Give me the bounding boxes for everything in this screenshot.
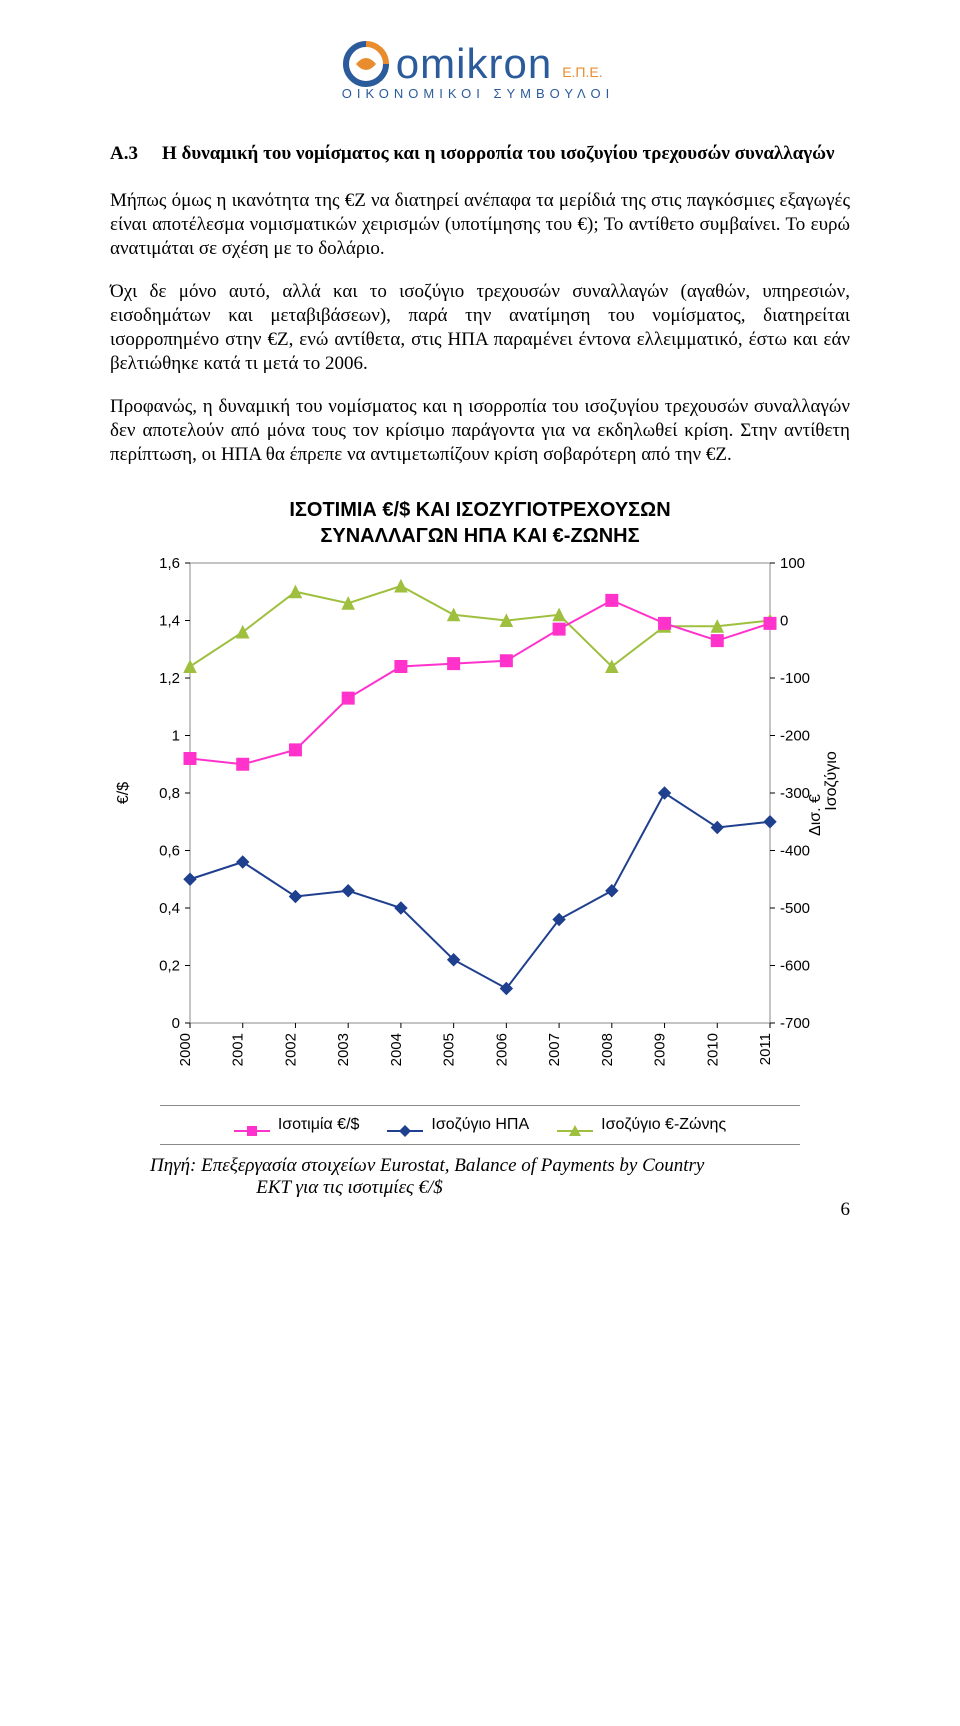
legend-item-ez: Ισοζύγιο €-Ζώνης bbox=[557, 1116, 726, 1134]
paragraph-1: Μήπως όμως η ικανότητα της €Ζ να διατηρε… bbox=[110, 189, 850, 260]
chart-source: Πηγή: Επεξεργασία στοιχείων Eurostat, Ba… bbox=[150, 1155, 850, 1199]
line-chart: 0 0,2 0,4 0,6 0,8 1 1,2 1,4 1,6 100 0 -100 -200 -300 -… bbox=[110, 553, 850, 1093]
legend-label-rate: Ισοτιμία €/$ bbox=[278, 1116, 360, 1134]
source-label: Πηγή: bbox=[150, 1155, 196, 1176]
svg-text:2010: 2010 bbox=[704, 1033, 721, 1066]
svg-text:0: 0 bbox=[780, 612, 788, 629]
svg-text:1: 1 bbox=[172, 727, 180, 744]
svg-text:1,2: 1,2 bbox=[159, 670, 180, 687]
svg-text:2006: 2006 bbox=[493, 1033, 510, 1066]
svg-text:-400: -400 bbox=[780, 842, 810, 859]
logo-suffix: Ε.Π.Ε. bbox=[562, 64, 602, 80]
paragraph-2: Όχι δε μόνο αυτό, αλλά και το ισοζύγιο τ… bbox=[110, 280, 850, 375]
chart-title-line1: ΙΣΟΤΙΜΙΑ €/$ ΚΑΙ ΙΣΟΖΥΓΙΟΤΡΕΧΟΥΣΩΝ bbox=[289, 499, 670, 521]
svg-text:Δισ. €: Δισ. € bbox=[807, 793, 824, 835]
svg-text:-700: -700 bbox=[780, 1015, 810, 1032]
svg-text:2011: 2011 bbox=[757, 1033, 774, 1065]
svg-text:0,4: 0,4 bbox=[159, 900, 180, 917]
chart-title-line2: ΣΥΝΑΛΛΑΓΩΝ ΗΠΑ ΚΑΙ €-ΖΩΝΗΣ bbox=[320, 525, 639, 547]
svg-text:-200: -200 bbox=[780, 727, 810, 744]
svg-text:-500: -500 bbox=[780, 900, 810, 917]
legend-label-ez: Ισοζύγιο €-Ζώνης bbox=[601, 1116, 726, 1134]
svg-text:1,6: 1,6 bbox=[159, 555, 180, 572]
chart-container: ΙΣΟΤΙΜΙΑ €/$ ΚΑΙ ΙΣΟΖΥΓΙΟΤΡΕΧΟΥΣΩΝ ΣΥΝΑΛ… bbox=[110, 497, 850, 1145]
paragraph-3: Προφανώς, η δυναμική του νομίσματος και … bbox=[110, 395, 850, 466]
svg-text:0: 0 bbox=[172, 1015, 180, 1032]
svg-text:2002: 2002 bbox=[282, 1033, 299, 1066]
svg-text:2008: 2008 bbox=[599, 1033, 616, 1066]
legend-label-usa: Ισοζύγιο ΗΠΑ bbox=[431, 1116, 529, 1134]
svg-text:Ισοζύγιο: Ισοζύγιο bbox=[823, 751, 840, 811]
svg-text:-100: -100 bbox=[780, 670, 810, 687]
logo-subtitle: ΟΙΚΟΝΟΜΙΚΟΙ ΣΥΜΒΟΥΛΟΙ bbox=[342, 86, 614, 101]
svg-text:0,6: 0,6 bbox=[159, 842, 180, 859]
chart-legend: Ισοτιμία €/$ Ισοζύγιο ΗΠΑ Ισοζύγιο €-Ζών… bbox=[160, 1105, 800, 1145]
svg-text:2005: 2005 bbox=[441, 1033, 458, 1066]
document-page: omikron Ε.Π.Ε. ΟΙΚΟΝΟΜΙΚΟΙ ΣΥΜΒΟΥΛΟΙ Α.3… bbox=[0, 0, 960, 1239]
section-heading: Α.3 Η δυναμική του νομίσματος και η ισορ… bbox=[110, 143, 850, 165]
svg-text:2007: 2007 bbox=[546, 1033, 563, 1066]
svg-text:-600: -600 bbox=[780, 957, 810, 974]
svg-text:2009: 2009 bbox=[652, 1033, 669, 1066]
svg-text:-300: -300 bbox=[780, 785, 810, 802]
page-number: 6 bbox=[841, 1199, 851, 1221]
chart-title: ΙΣΟΤΙΜΙΑ €/$ ΚΑΙ ΙΣΟΖΥΓΙΟΤΡΕΧΟΥΣΩΝ ΣΥΝΑΛ… bbox=[110, 497, 850, 549]
legend-item-usa: Ισοζύγιο ΗΠΑ bbox=[387, 1116, 529, 1134]
svg-text:2003: 2003 bbox=[335, 1033, 352, 1066]
svg-text:2000: 2000 bbox=[177, 1033, 194, 1066]
logo-block: omikron Ε.Π.Ε. ΟΙΚΟΝΟΜΙΚΟΙ ΣΥΜΒΟΥΛΟΙ bbox=[110, 40, 850, 103]
svg-text:€/$: €/$ bbox=[115, 781, 132, 803]
svg-text:0,8: 0,8 bbox=[159, 785, 180, 802]
svg-text:1,4: 1,4 bbox=[159, 612, 180, 629]
svg-text:0,2: 0,2 bbox=[159, 957, 180, 974]
svg-text:2004: 2004 bbox=[388, 1033, 405, 1066]
section-title: Η δυναμική του νομίσματος και η ισορροπί… bbox=[162, 143, 850, 165]
source-line2: ΕΚΤ για τις ισοτιμίες €/$ bbox=[256, 1177, 443, 1198]
section-number: Α.3 bbox=[110, 143, 138, 165]
logo-mark-icon bbox=[342, 40, 390, 88]
logo-name: omikron bbox=[396, 40, 552, 88]
svg-text:100: 100 bbox=[780, 555, 805, 572]
legend-item-rate: Ισοτιμία €/$ bbox=[234, 1116, 360, 1134]
source-line1: Επεξεργασία στοιχείων Eurostat, Balance … bbox=[201, 1155, 704, 1176]
svg-text:2001: 2001 bbox=[230, 1033, 247, 1066]
